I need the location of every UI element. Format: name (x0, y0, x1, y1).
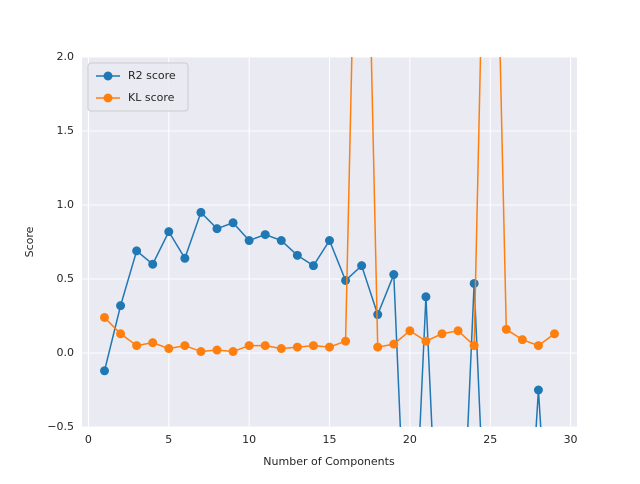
legend: R2 score KL score (87, 62, 189, 112)
point (501, 324, 511, 334)
point (292, 250, 302, 260)
point (132, 246, 142, 256)
x-tick-label: 5 (165, 433, 172, 446)
point (341, 336, 351, 346)
y-tick-label: 1.0 (57, 198, 75, 211)
point (212, 345, 222, 355)
point (421, 336, 431, 346)
point (357, 261, 367, 271)
point (325, 236, 334, 246)
point (196, 347, 206, 357)
y-tick-label: 0.5 (57, 272, 75, 285)
point (180, 341, 190, 351)
point (517, 335, 527, 345)
point (453, 326, 463, 336)
point (421, 292, 431, 302)
y-tick-label: −0.5 (47, 420, 74, 433)
point (164, 227, 174, 237)
point (260, 341, 270, 351)
point (341, 275, 351, 285)
x-tick-label: 10 (242, 433, 256, 446)
y-axis-label: Score (23, 226, 36, 257)
y-tick-label: 0.0 (57, 346, 75, 359)
legend-marker (103, 71, 113, 81)
point (100, 366, 109, 376)
point (148, 259, 158, 269)
point (373, 342, 383, 352)
plot (100, 57, 559, 427)
point (276, 236, 286, 246)
point (212, 224, 222, 234)
y-tick-label: 1.5 (57, 124, 75, 137)
x-tick-label: 30 (564, 433, 578, 446)
point (469, 341, 479, 351)
legend-label: R2 score (128, 69, 176, 82)
point (469, 278, 479, 288)
point (276, 344, 286, 354)
point (260, 230, 270, 240)
point (550, 329, 559, 339)
point (196, 207, 206, 217)
point (308, 341, 318, 351)
legend-marker (103, 93, 113, 103)
point (100, 312, 109, 322)
point (533, 341, 543, 351)
point (325, 342, 334, 352)
point (164, 344, 174, 354)
point (389, 339, 399, 349)
x-axis-label: Number of Components (263, 455, 395, 468)
point (116, 301, 126, 311)
x-tick-label: 20 (403, 433, 417, 446)
point (308, 261, 318, 271)
point (228, 347, 238, 357)
x-tick-label: 25 (483, 433, 497, 446)
x-tick-label: 15 (323, 433, 337, 446)
point (116, 329, 126, 339)
point (228, 218, 238, 228)
point (405, 326, 415, 336)
point (292, 342, 302, 352)
point (132, 341, 142, 351)
point (437, 329, 447, 339)
point (148, 338, 158, 348)
point (389, 270, 399, 280)
legend-box (87, 62, 189, 112)
point (180, 253, 190, 263)
x-tick-label: 0 (85, 433, 92, 446)
point (533, 385, 543, 395)
point (244, 236, 254, 246)
point (244, 341, 254, 351)
y-tick-label: 2.0 (57, 50, 75, 63)
legend-label: KL score (128, 91, 175, 104)
